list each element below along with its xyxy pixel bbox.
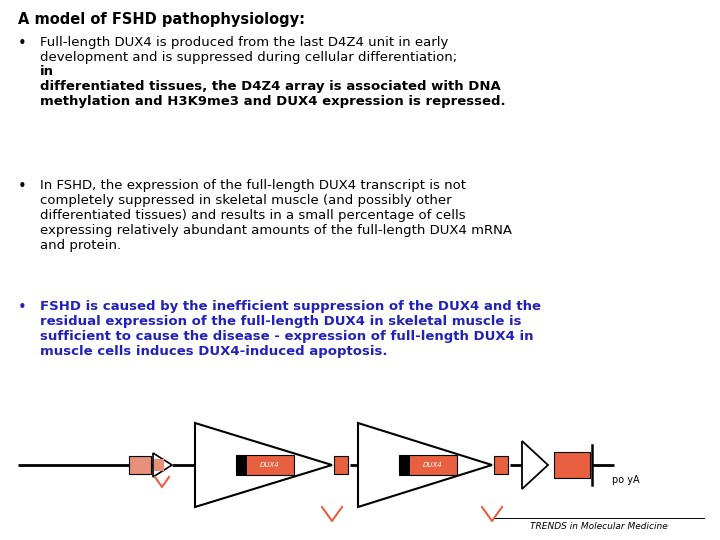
Text: DUX4: DUX4 — [260, 462, 280, 468]
Text: •: • — [18, 300, 27, 315]
Polygon shape — [195, 423, 332, 507]
Bar — [554, 452, 590, 478]
Bar — [399, 455, 457, 475]
Text: TRENDS in Molecular Medicine: TRENDS in Molecular Medicine — [530, 522, 668, 531]
Bar — [236, 455, 294, 475]
Text: DUX4: DUX4 — [423, 462, 443, 468]
Bar — [237, 455, 247, 475]
Polygon shape — [153, 453, 172, 477]
Polygon shape — [522, 441, 548, 489]
Text: A model of FSHD pathophysiology:: A model of FSHD pathophysiology: — [18, 12, 305, 27]
Text: po yA: po yA — [612, 475, 640, 485]
Bar — [400, 455, 410, 475]
Text: •: • — [18, 179, 27, 194]
Bar — [154, 459, 164, 471]
Bar — [494, 456, 508, 474]
Text: Full-length DUX4 is produced from the last D4Z4 unit in early
development and is: Full-length DUX4 is produced from the la… — [40, 36, 462, 64]
Text: In FSHD, the expression of the full-length DUX4 transcript is not
completely sup: In FSHD, the expression of the full-leng… — [40, 179, 512, 252]
Text: •: • — [18, 36, 27, 51]
Bar — [129, 456, 151, 474]
Bar — [334, 456, 348, 474]
Polygon shape — [358, 423, 492, 507]
Text: in
differentiated tissues, the D4Z4 array is associated with DNA
methylation and: in differentiated tissues, the D4Z4 arra… — [40, 65, 505, 108]
Text: FSHD is caused by the inefficient suppression of the DUX4 and the
residual expre: FSHD is caused by the inefficient suppre… — [40, 300, 541, 358]
